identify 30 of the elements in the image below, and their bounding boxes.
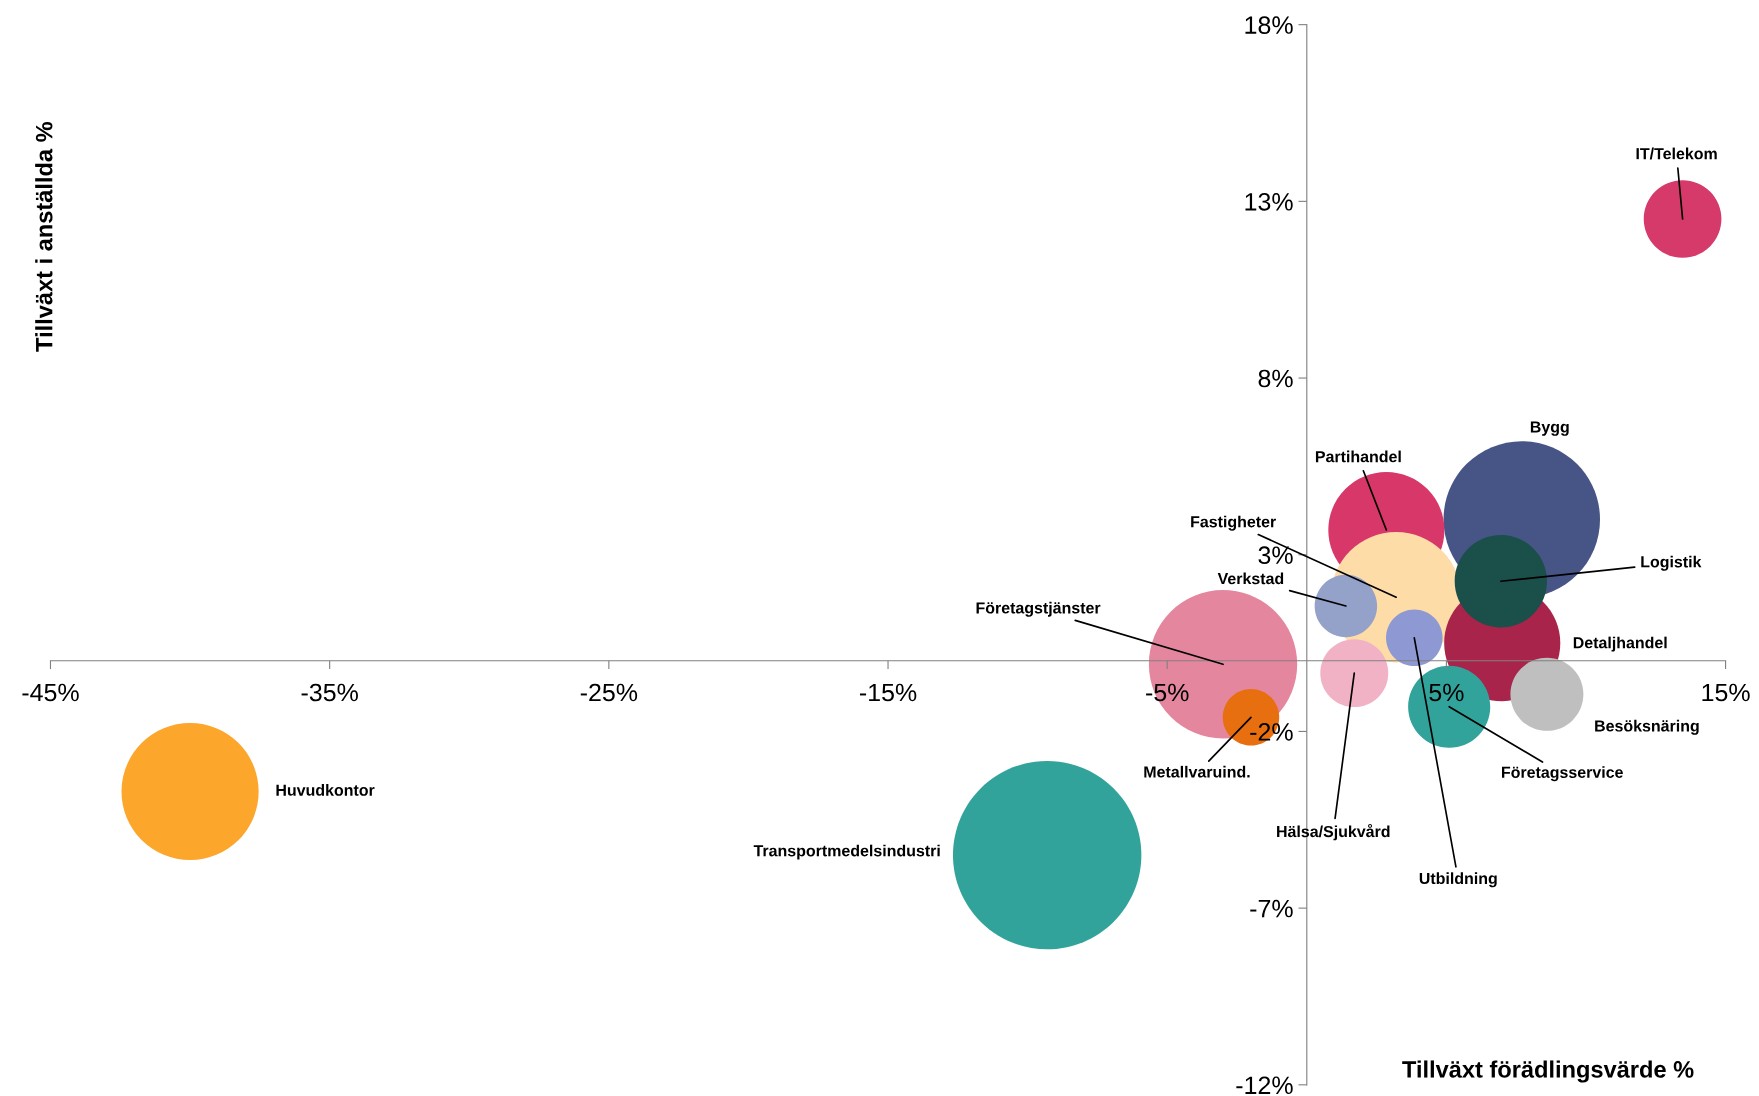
x-tick-label: -45% xyxy=(22,683,79,702)
y-axis-title: Tillväxt i anställda % xyxy=(35,122,53,352)
x-axis-title: Tillväxt förädlingsvärde % xyxy=(1402,1060,1694,1083)
x-tick-label: 15% xyxy=(1702,683,1750,702)
text: Fastigheter xyxy=(1191,515,1276,531)
series-label: Huvudkontor xyxy=(276,784,375,796)
series-label: Partihandel xyxy=(1315,450,1401,463)
x-tick-label: -25% xyxy=(580,683,638,702)
series-label: Metallvaruind. xyxy=(1144,765,1250,778)
series-label: IT/Telekom xyxy=(1636,147,1717,160)
y-tick-label: 8% xyxy=(1258,369,1293,388)
series-label: Detaljhandel xyxy=(1573,636,1667,652)
x-tick-label: -35% xyxy=(301,683,358,702)
text: Hälsa/Sjukvård xyxy=(1277,823,1390,841)
text: Logistik xyxy=(1641,555,1702,571)
text: Utbildning xyxy=(1419,872,1497,888)
series-label: Bygg xyxy=(1530,421,1569,436)
y-tick-label: 3% xyxy=(1258,546,1293,565)
text: Företagstjänster xyxy=(976,601,1101,617)
text: Företagsservice xyxy=(1502,766,1623,782)
y-tick-label: 18% xyxy=(1245,16,1293,34)
y-tick-label: -12% xyxy=(1236,1076,1293,1095)
x-tick-label: -15% xyxy=(859,683,917,702)
text: Verkstad xyxy=(1217,572,1284,585)
x-tick-label: -5% xyxy=(1146,683,1189,702)
y-tick-label: 13% xyxy=(1245,192,1293,211)
series-label: Besöksnäring xyxy=(1595,719,1699,735)
x-tick-label: 5% xyxy=(1429,683,1464,702)
y-tick-label: -7% xyxy=(1250,899,1293,918)
series-label: Transportmedelsindustri xyxy=(753,844,940,860)
